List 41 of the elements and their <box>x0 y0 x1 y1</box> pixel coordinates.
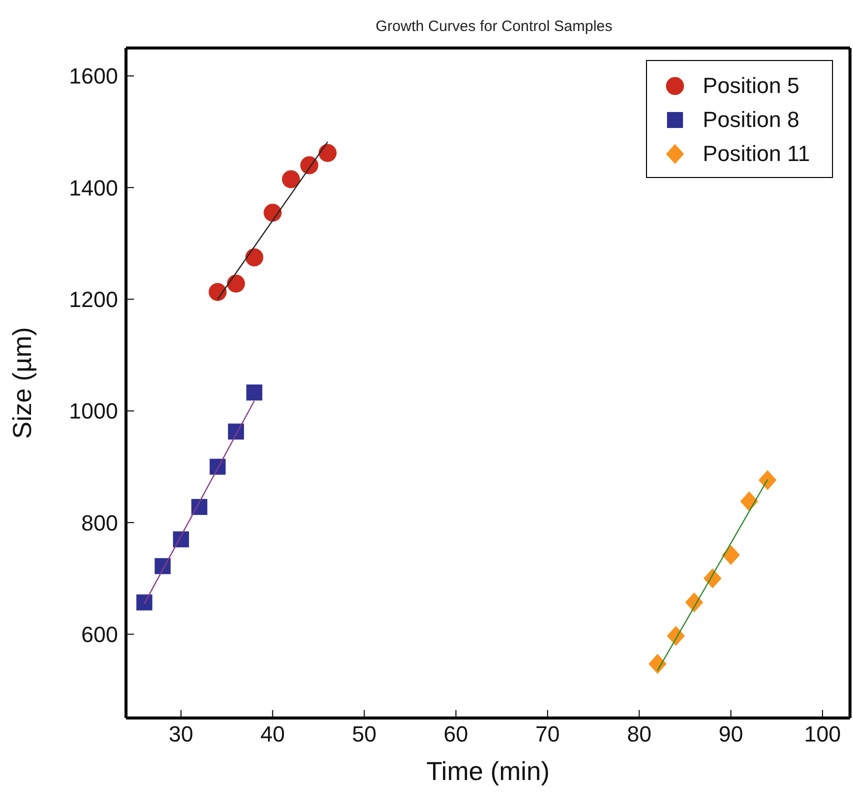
point <box>666 626 685 646</box>
y-tick-label: 1600 <box>69 64 118 89</box>
y-tick-label: 1400 <box>69 175 118 200</box>
point <box>704 568 722 588</box>
point <box>246 384 262 400</box>
y-tick-label: 1000 <box>69 398 118 424</box>
point <box>758 470 777 490</box>
y-tick-label: 1200 <box>69 287 118 312</box>
y-tick-label: 800 <box>81 510 118 536</box>
point <box>226 274 245 293</box>
point <box>318 144 337 162</box>
x-tick-label: 90 <box>718 722 744 747</box>
point <box>264 204 282 222</box>
x-tick-label: 70 <box>535 722 560 747</box>
point <box>154 558 171 574</box>
legend-label: Position 8 <box>702 107 800 133</box>
x-tick-label: 100 <box>804 722 841 747</box>
point <box>210 458 226 475</box>
point <box>685 592 704 612</box>
y-axis-title: Size (µm) <box>7 327 38 439</box>
legend-label: Position 5 <box>702 73 800 99</box>
x-tick-label: 40 <box>260 722 285 747</box>
point <box>136 594 152 610</box>
legend-label: Position 11 <box>702 141 810 167</box>
x-tick-label: 60 <box>444 722 468 747</box>
x-tick-label: 50 <box>352 722 377 747</box>
point <box>722 544 740 565</box>
chart-title: Growth Curves for Control Samples <box>374 18 614 35</box>
point <box>172 531 189 548</box>
point <box>740 491 758 512</box>
point <box>208 282 227 301</box>
y-tick-label: 600 <box>81 622 118 648</box>
point <box>245 248 264 266</box>
x-tick-label: 30 <box>168 722 194 747</box>
point <box>191 498 208 515</box>
point <box>228 424 244 440</box>
x-axis-title: Time (min) <box>426 756 550 786</box>
point <box>648 654 667 674</box>
point <box>300 156 318 174</box>
point <box>282 170 300 188</box>
x-tick-label: 80 <box>626 722 652 747</box>
